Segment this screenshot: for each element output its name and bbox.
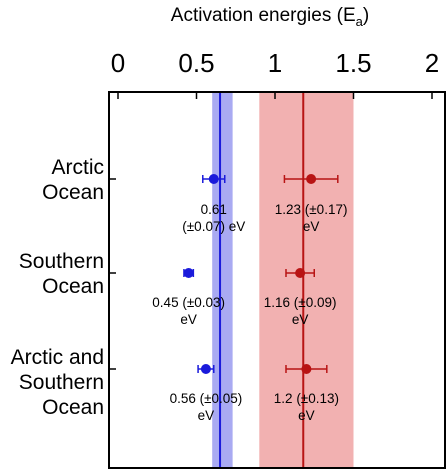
row-label: Arctic and [11, 346, 104, 369]
data-point-group [202, 174, 226, 184]
x-tick-label: 0 [111, 48, 125, 78]
confidence-band-0 [212, 93, 233, 467]
data-point-group [285, 268, 315, 278]
data-point [183, 268, 194, 278]
data-point [301, 364, 312, 374]
plot-frame [108, 91, 446, 469]
shaded-bands [212, 93, 354, 467]
row-label: Southern [19, 250, 104, 273]
data-points [183, 174, 339, 374]
data-point [295, 268, 306, 278]
confidence-band-1 [259, 93, 354, 467]
data-point-group [283, 174, 339, 184]
reference-lines [219, 93, 305, 467]
data-value-label: 0.45 (±0.03) [152, 295, 225, 310]
x-tick-label: 1.5 [335, 48, 371, 78]
data-point [208, 174, 219, 184]
data-value-label: eV [292, 312, 309, 327]
data-value-label: 1.16 (±0.09) [264, 295, 337, 310]
data-value-label: eV [303, 219, 320, 234]
data-value-label: eV [298, 408, 315, 423]
x-tick-label: 2 [425, 48, 439, 78]
row-label: Ocean [42, 396, 104, 419]
data-point [200, 364, 211, 374]
x-axis: 0 0.5 1 1.5 2 [111, 48, 439, 99]
value-labels: 0.61 (±0.07) eV 0.45 (±0.03) eV 0.56 (±0.05)… [152, 202, 347, 423]
data-value-label: 0.61 [201, 202, 227, 217]
data-value-label: eV [198, 408, 215, 423]
data-value-label: 1.23 (±0.17) [275, 202, 348, 217]
axis-title: Activation energies (Ea) [171, 5, 369, 29]
data-value-label: 0.56 (±0.05) [170, 391, 243, 406]
row-label: Southern [19, 371, 104, 394]
row-label: Ocean [42, 275, 104, 298]
data-point-group [285, 364, 328, 374]
data-point [306, 174, 317, 184]
data-point-group [183, 268, 195, 278]
row-label: Ocean [42, 181, 104, 204]
data-value-label: (±0.07) eV [182, 219, 245, 234]
data-point-group [197, 364, 215, 374]
data-value-label: 1.2 (±0.13) [274, 391, 339, 406]
x-tick-label: 1 [268, 48, 282, 78]
data-value-label: eV [180, 312, 197, 327]
row-label: Arctic [52, 156, 105, 179]
x-tick-label: 0.5 [178, 48, 214, 78]
